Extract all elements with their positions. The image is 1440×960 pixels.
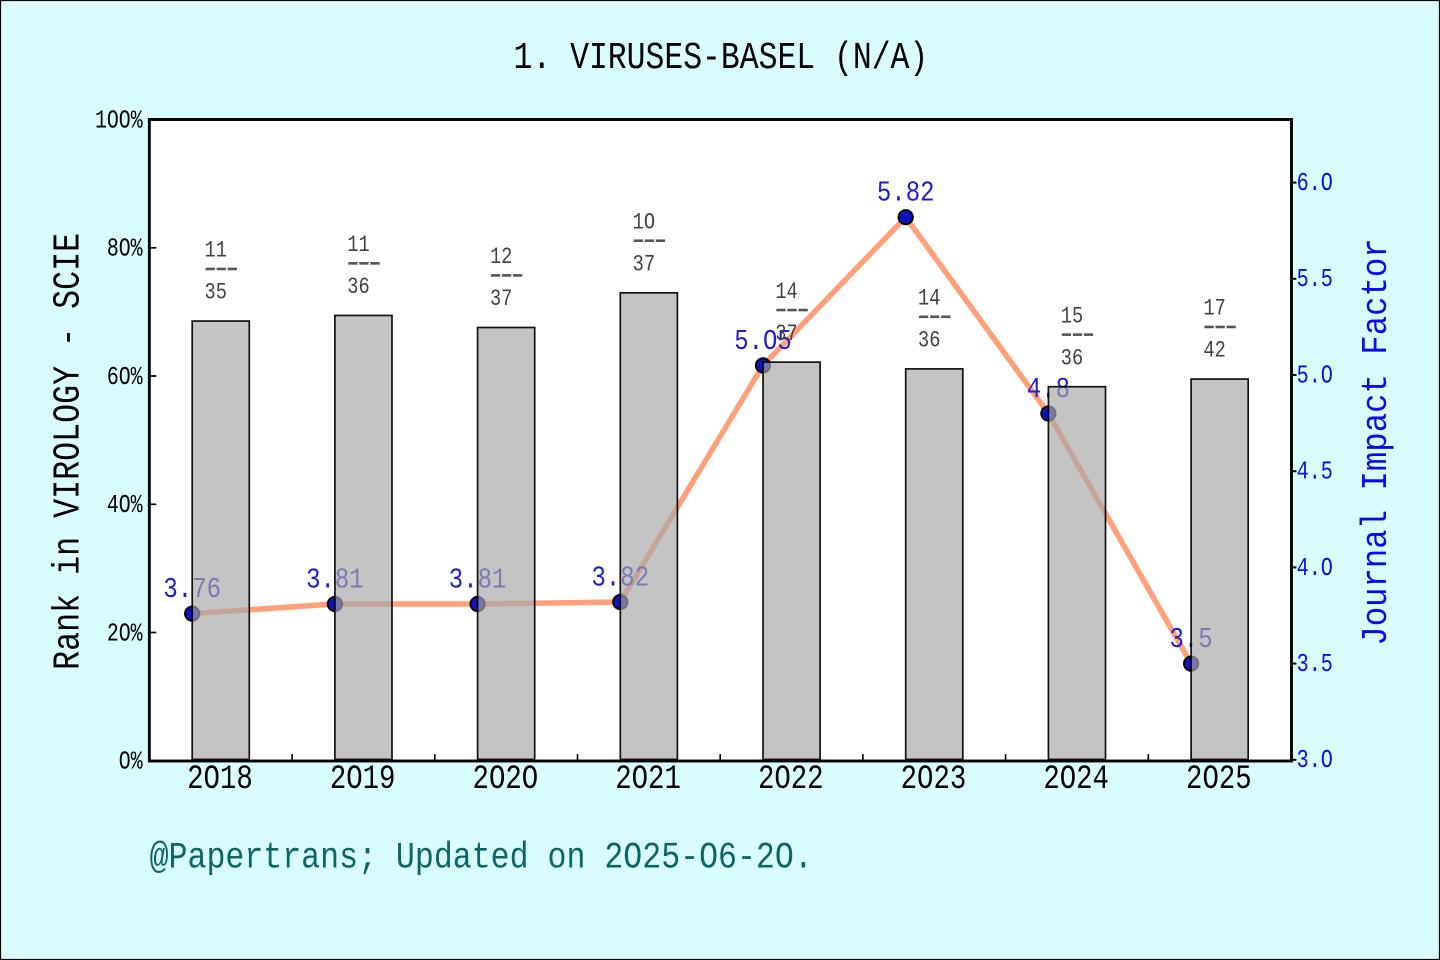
svg-text:2O24: 2O24 <box>1043 761 1109 799</box>
svg-text:5.5: 5.5 <box>1297 265 1333 294</box>
svg-text:42: 42 <box>1203 338 1225 364</box>
svg-text:2O21: 2O21 <box>615 761 681 799</box>
svg-text:4.5: 4.5 <box>1297 458 1333 487</box>
svg-text:1O: 1O <box>633 209 655 235</box>
svg-text:14: 14 <box>918 285 940 311</box>
svg-text:36: 36 <box>918 327 940 353</box>
svg-text:2O22: 2O22 <box>758 761 824 799</box>
svg-text:11: 11 <box>205 238 227 264</box>
svg-text:8O%: 8O% <box>107 235 143 264</box>
svg-text:37: 37 <box>633 251 655 277</box>
svg-text:17: 17 <box>1203 296 1225 322</box>
svg-text:2O25: 2O25 <box>1186 761 1252 799</box>
svg-text:4.O: 4.O <box>1297 554 1333 583</box>
svg-text:5.82: 5.82 <box>877 177 935 210</box>
svg-text:12: 12 <box>490 244 512 270</box>
svg-text:2O2O: 2O2O <box>473 761 539 799</box>
svg-text:2O19: 2O19 <box>330 761 396 799</box>
svg-text:4O%: 4O% <box>107 491 143 520</box>
svg-text:5.O5: 5.O5 <box>734 325 792 358</box>
svg-text:36: 36 <box>1061 345 1083 371</box>
svg-text:O%: O% <box>119 748 143 777</box>
svg-text:14: 14 <box>775 279 797 305</box>
svg-text:2O18: 2O18 <box>187 761 253 799</box>
svg-text:Rank in VIROLOGY - SCIE: Rank in VIROLOGY - SCIE <box>48 233 91 670</box>
svg-text:5.O: 5.O <box>1297 361 1333 390</box>
svg-text:6.O: 6.O <box>1297 169 1333 198</box>
svg-text:37: 37 <box>490 286 512 312</box>
svg-text:2O23: 2O23 <box>901 761 967 799</box>
svg-text:3.O: 3.O <box>1297 746 1333 775</box>
svg-text:11: 11 <box>347 232 369 258</box>
svg-text:37: 37 <box>775 321 797 347</box>
svg-text:6O%: 6O% <box>107 363 143 392</box>
svg-text:1OO%: 1OO% <box>95 106 143 135</box>
svg-text:15: 15 <box>1061 303 1083 329</box>
svg-text:36: 36 <box>347 274 369 300</box>
svg-text:Journal Impact Factor: Journal Impact Factor <box>1356 238 1397 645</box>
svg-text:3.5: 3.5 <box>1297 650 1333 679</box>
svg-text:@Papertrans; Updated on 2O25-O: @Papertrans; Updated on 2O25-O6-2O. <box>150 838 813 880</box>
svg-text:1. VIRUSES-BASEL (N/A): 1. VIRUSES-BASEL (N/A) <box>514 38 929 80</box>
svg-text:2O%: 2O% <box>107 619 143 648</box>
svg-text:35: 35 <box>205 280 227 306</box>
